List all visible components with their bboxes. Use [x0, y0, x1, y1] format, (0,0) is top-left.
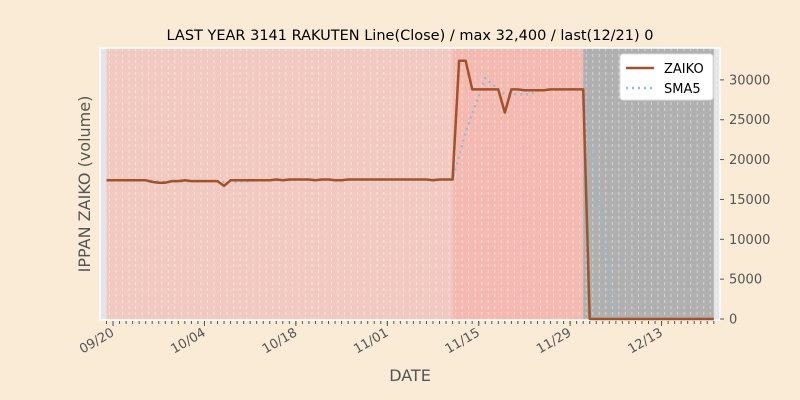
legend-label-sma5: SMA5: [664, 82, 701, 97]
series-line-zaiko: [106, 59, 714, 321]
x-tick-label: 10/04: [169, 325, 209, 357]
x-tick-label: 10/18: [260, 325, 300, 357]
y-tick-label: 10000: [729, 233, 770, 248]
legend-label-zaiko: ZAIKO: [664, 62, 704, 77]
x-axis-label: DATE: [389, 366, 431, 385]
chart-title: LAST YEAR 3141 RAKUTEN Line(Close) / max…: [166, 28, 653, 44]
x-tick-label: 09/20: [77, 325, 117, 357]
shaded-band-1: [452, 48, 584, 320]
y-tick-label: 15000: [729, 193, 770, 208]
x-tick-label: 11/29: [534, 325, 574, 357]
y-tick-label: 5000: [729, 273, 762, 288]
y-tick-label: 0: [729, 313, 737, 328]
x-tick-label: 11/15: [443, 325, 483, 357]
x-tick-label: 12/13: [626, 325, 666, 357]
legend: ZAIKO SMA5: [619, 53, 714, 101]
y-tick-label: 25000: [729, 113, 770, 128]
y-axis-label: IPPAN ZAIKO (volume): [75, 96, 94, 273]
y-tick-label: 30000: [729, 73, 770, 88]
plot-border: [99, 47, 721, 321]
shaded-band-0: [106, 48, 453, 320]
y-tick-label: 20000: [729, 153, 770, 168]
x-tick-label: 11/01: [351, 325, 391, 357]
